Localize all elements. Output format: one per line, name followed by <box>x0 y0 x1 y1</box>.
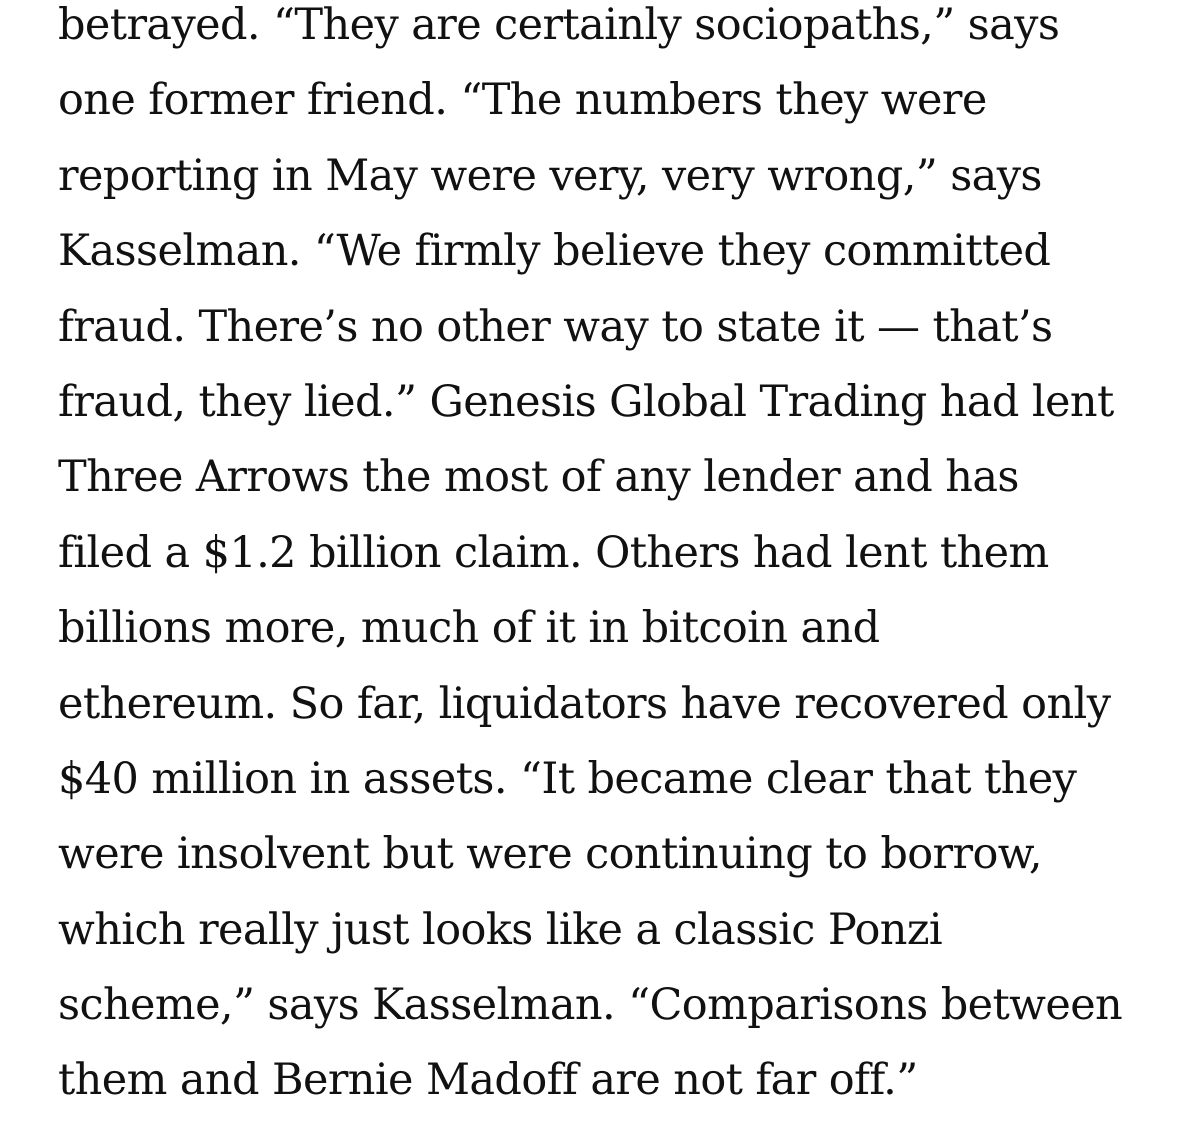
article-line: $40 million in assets. “It became clear … <box>58 753 1077 804</box>
article-line: Three Arrows the most of any lender and … <box>58 452 1019 503</box>
article-line: filed a $1.2 billion claim. Others had l… <box>58 527 1049 578</box>
article-line: reporting in May were very, very wrong,”… <box>58 150 1042 201</box>
article-line: betrayed. “They are certainly sociopaths… <box>58 0 1060 50</box>
article-line: fraud, they lied.” Genesis Global Tradin… <box>58 376 1114 427</box>
article-line: one former friend. “The numbers they wer… <box>58 75 987 126</box>
article-line: ethereum. So far, liquidators have recov… <box>58 678 1111 729</box>
article-line: were insolvent but were continuing to bo… <box>58 829 1043 880</box>
article-line: Kasselman. “We firmly believe they commi… <box>58 226 1051 277</box>
article-body: betrayed. “They are certainly sociopaths… <box>58 0 1178 1119</box>
article-line: which really just looks like a classic P… <box>58 904 943 955</box>
article-line: fraud. There’s no other way to state it … <box>58 301 1053 352</box>
article-line: them and Bernie Madoff are not far off.” <box>58 1055 918 1106</box>
article-line: billions more, much of it in bitcoin and <box>58 603 880 654</box>
article-line: scheme,” says Kasselman. “Comparisons be… <box>58 980 1123 1031</box>
